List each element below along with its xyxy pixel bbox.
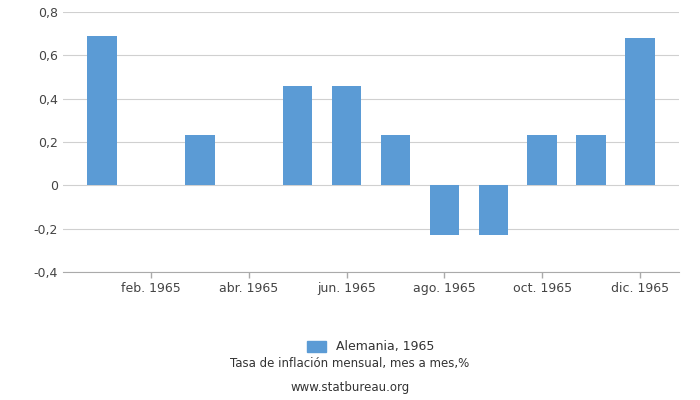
- Text: www.statbureau.org: www.statbureau.org: [290, 382, 410, 394]
- Bar: [479, 185, 508, 235]
- Bar: [381, 136, 410, 185]
- Bar: [88, 36, 117, 185]
- Bar: [625, 38, 654, 185]
- Bar: [527, 136, 556, 185]
- Text: Tasa de inflación mensual, mes a mes,%: Tasa de inflación mensual, mes a mes,%: [230, 358, 470, 370]
- Bar: [283, 86, 312, 185]
- Bar: [332, 86, 361, 185]
- Bar: [430, 185, 459, 235]
- Bar: [186, 136, 215, 185]
- Bar: [576, 136, 606, 185]
- Legend: Alemania, 1965: Alemania, 1965: [302, 336, 440, 358]
